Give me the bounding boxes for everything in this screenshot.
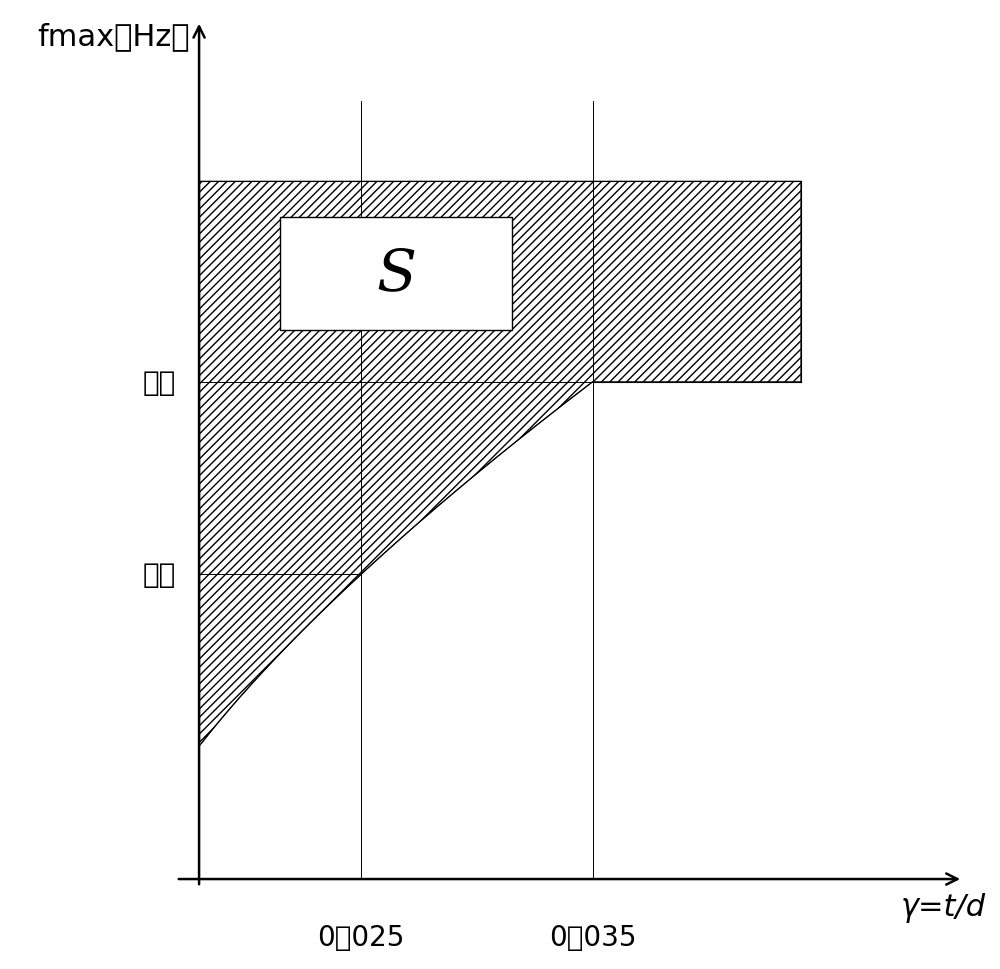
Text: 定速: 定速 xyxy=(143,561,176,589)
Text: 0．025: 0．025 xyxy=(317,923,405,952)
Text: S: S xyxy=(376,246,416,302)
Text: 变频: 变频 xyxy=(143,368,176,396)
Bar xyxy=(280,218,512,330)
Text: γ=t/d: γ=t/d xyxy=(901,892,986,922)
Text: 0．035: 0．035 xyxy=(549,923,636,952)
Text: fmax（Hz）: fmax（Hz） xyxy=(37,22,190,50)
